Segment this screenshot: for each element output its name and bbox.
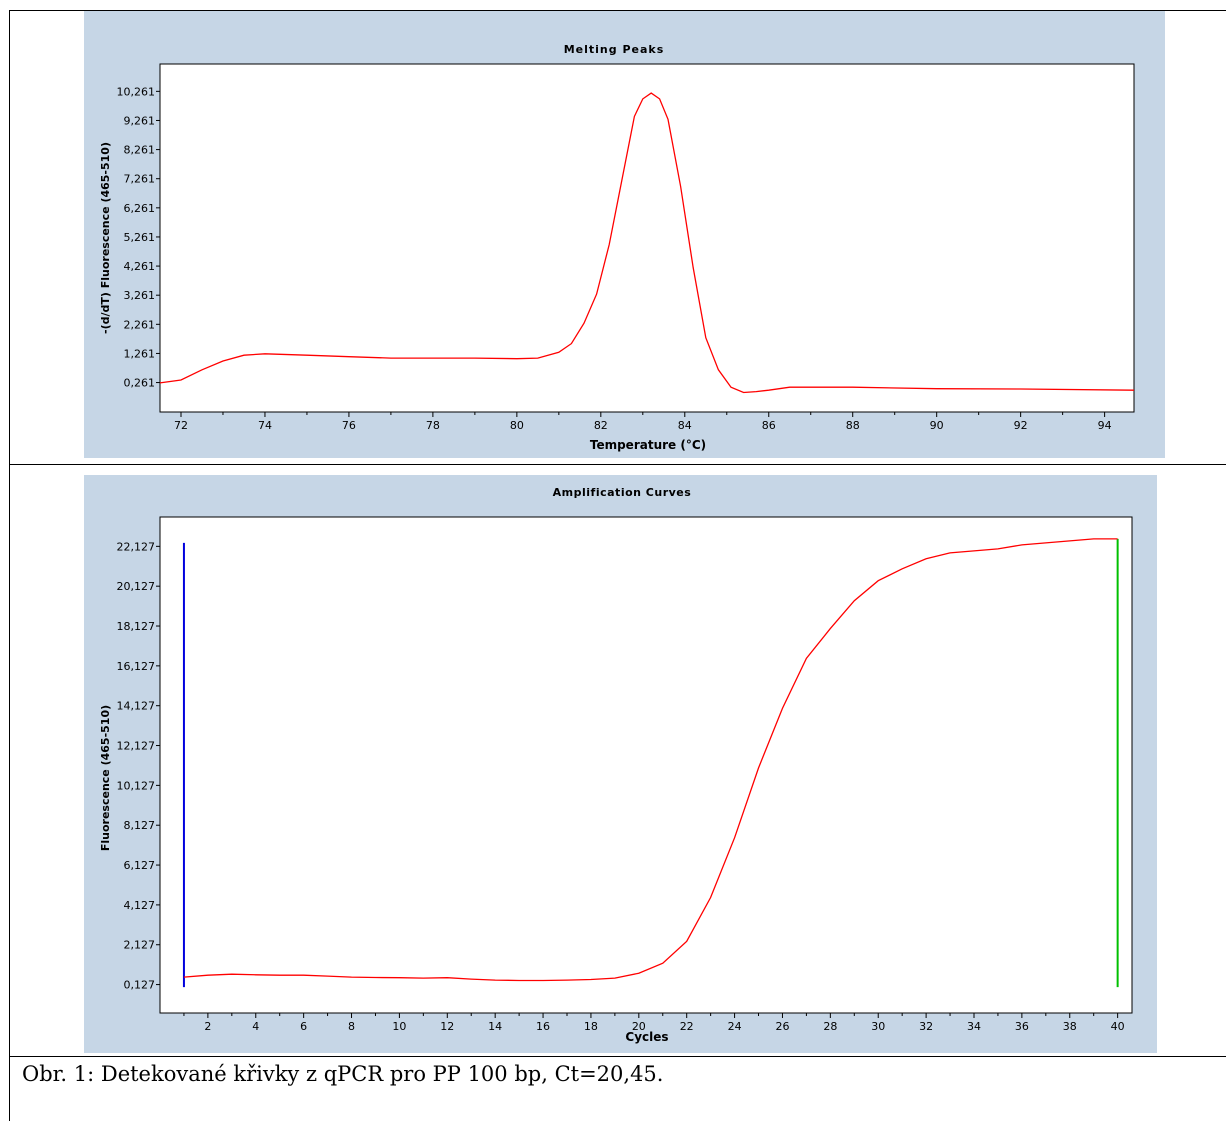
amplification-curves-x-tick-label: 8 — [348, 1020, 355, 1033]
amplification-curves-y-tick-label: 2,127 — [124, 939, 156, 952]
amplification-curves-x-tick-label: 4 — [252, 1020, 259, 1033]
melting-peaks-x-tick-label: 84 — [678, 419, 692, 432]
amplification-curves-x-tick-label: 6 — [300, 1020, 307, 1033]
figure-caption: Obr. 1: Detekované křivky z qPCR pro PP … — [22, 1062, 664, 1086]
amplification-curves-y-tick-label: 6,127 — [124, 859, 156, 872]
melting-peaks-y-tick-label: 2,261 — [124, 318, 156, 331]
amplification-curves-x-tick-label: 32 — [919, 1020, 933, 1033]
melting-peaks-y-tick-label: 9,261 — [124, 114, 156, 127]
amplification-curves-x-tick-label: 30 — [871, 1020, 885, 1033]
melting-peaks-plot-area — [159, 63, 1135, 413]
melting-peaks-x-tick-label: 92 — [1014, 419, 1028, 432]
amplification-curves-x-tick-label: 28 — [823, 1020, 837, 1033]
melting-peaks-y-tick-label: 10,261 — [117, 85, 156, 98]
amplification-curves-y-tick-label: 8,127 — [124, 819, 156, 832]
table-divider-1 — [9, 464, 1226, 465]
amplification-curves-y-tick-label: 16,127 — [117, 660, 156, 673]
amplification-curves-y-tick-label: 22,127 — [117, 540, 156, 553]
melting-peaks-y-tick-label: 5,261 — [124, 231, 156, 244]
amplification-curves-x-tick-label: 14 — [488, 1020, 502, 1033]
table-border-left — [9, 10, 10, 1121]
amplification-curves-x-tick-label: 2 — [204, 1020, 211, 1033]
amplification-curves-y-tick-label: 12,127 — [117, 740, 156, 753]
melting-peaks-y-tick-label: 3,261 — [124, 289, 156, 302]
melting-peaks-x-tick-label: 78 — [426, 419, 440, 432]
melting-peaks-series-line — [159, 92, 1135, 394]
melting-peaks-y-tick-label: 6,261 — [124, 202, 156, 215]
melting-peaks-title: Melting Peaks — [564, 43, 665, 56]
amplification-curves-plot-area — [159, 516, 1133, 1014]
amplification-curves-x-tick-label: 20 — [632, 1020, 646, 1033]
amplification-curves-y-tick-label: 0,127 — [124, 979, 156, 992]
table-divider-2 — [9, 1056, 1226, 1057]
amplification-curves-x-tick-label: 16 — [536, 1020, 550, 1033]
melting-peaks-x-axis-label: Temperature (°C) — [590, 438, 706, 452]
amplification-curves-x-axis-label: Cycles — [625, 1030, 668, 1044]
amplification-curves-x-tick-label: 34 — [967, 1020, 981, 1033]
amplification-curves-title: Amplification Curves — [553, 486, 692, 499]
melting-peaks-x-tick-label: 86 — [762, 419, 776, 432]
amplification-curves-series-line — [183, 538, 1118, 982]
amplification-curves-x-tick-label: 18 — [584, 1020, 598, 1033]
melting-peaks-y-tick-label: 4,261 — [124, 260, 156, 273]
amplification-curves-x-tick-label: 36 — [1015, 1020, 1029, 1033]
amplification-curves-y-tick-label: 4,127 — [124, 899, 156, 912]
amplification-curves-x-tick-label: 38 — [1063, 1020, 1077, 1033]
melting-peaks-y-tick-label: 1,261 — [124, 347, 156, 360]
amplification-curves-x-tick-label: 22 — [680, 1020, 694, 1033]
melting-peaks-x-tick-label: 72 — [174, 419, 188, 432]
amplification-curves-y-axis-label: Fluorescence (465-510) — [99, 705, 112, 851]
amplification-curves-x-tick-label: 12 — [440, 1020, 454, 1033]
table-border-top — [9, 10, 1226, 11]
amplification-curves-x-tick-label: 24 — [728, 1020, 742, 1033]
melting-peaks-y-tick-label: 7,261 — [124, 173, 156, 186]
amplification-curves-y-tick-label: 14,127 — [117, 700, 156, 713]
melting-peaks-x-tick-label: 88 — [846, 419, 860, 432]
amplification-curves-x-tick-label: 10 — [392, 1020, 406, 1033]
melting-peaks-x-tick-label: 94 — [1098, 419, 1112, 432]
melting-peaks-x-tick-label: 82 — [594, 419, 608, 432]
melting-peaks-y-axis-label: -(d/dT) Fluorescence (465-510) — [99, 142, 112, 334]
amplification-curves-y-tick-label: 18,127 — [117, 620, 156, 633]
amplification-curves-y-tick-label: 20,127 — [117, 580, 156, 593]
melting-peaks-y-tick-label: 8,261 — [124, 144, 156, 157]
amplification-curves-x-tick-label: 40 — [1111, 1020, 1125, 1033]
melting-peaks-x-tick-label: 74 — [258, 419, 272, 432]
melting-peaks-x-tick-label: 90 — [930, 419, 944, 432]
amplification-curves-y-tick-label: 10,127 — [117, 779, 156, 792]
melting-peaks-y-tick-label: 0,261 — [124, 377, 156, 390]
amplification-curves-x-tick-label: 26 — [775, 1020, 789, 1033]
melting-peaks-x-tick-label: 76 — [342, 419, 356, 432]
melting-peaks-x-tick-label: 80 — [510, 419, 524, 432]
